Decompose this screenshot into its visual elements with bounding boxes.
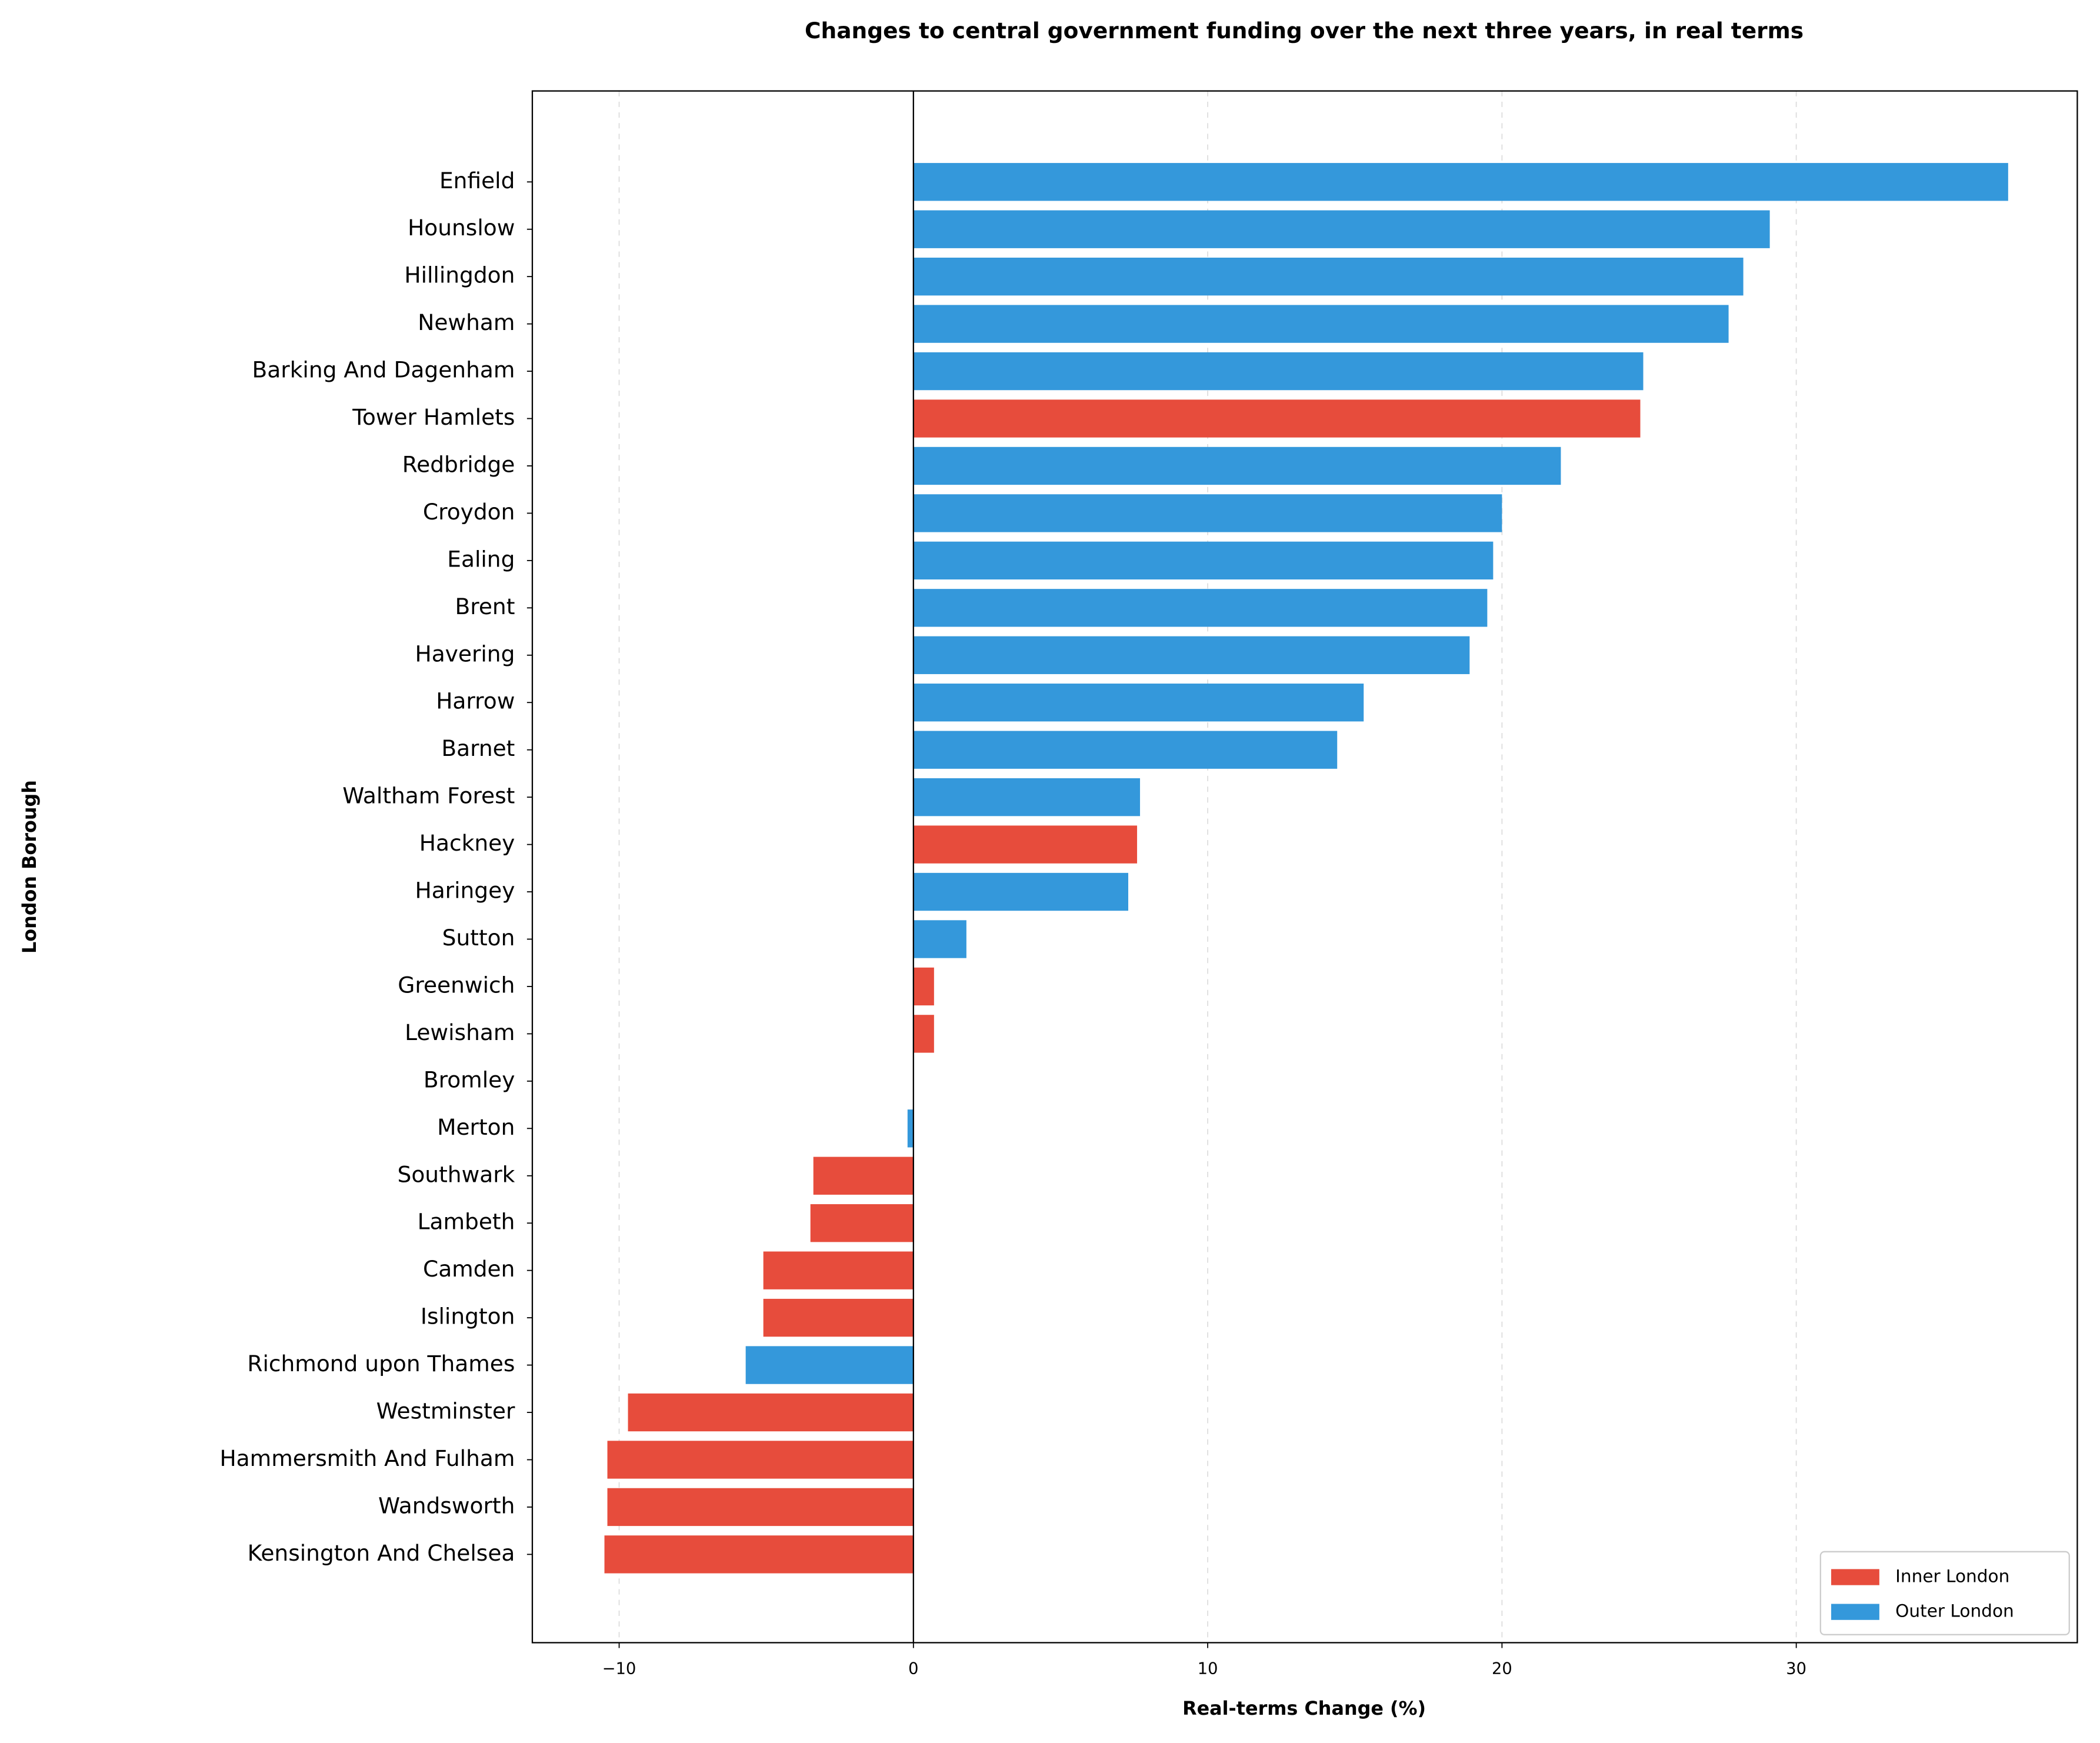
y-tick-label: Hackney (419, 830, 515, 856)
bar (913, 967, 934, 1006)
bar (745, 1346, 914, 1384)
legend-swatch (1831, 1604, 1879, 1620)
bar (913, 825, 1138, 864)
bar (763, 1251, 914, 1289)
x-tick-label: 0 (908, 1659, 918, 1678)
bar (913, 589, 1488, 627)
bar (913, 778, 1141, 816)
y-tick-label: Newham (418, 309, 515, 335)
y-tick-label: Croydon (423, 499, 515, 525)
bar (913, 684, 1364, 722)
y-tick-label: Greenwich (398, 972, 515, 998)
bar (913, 399, 1641, 438)
chart-title: Changes to central government funding ov… (805, 18, 1804, 44)
bar (913, 1015, 934, 1053)
legend-label: Outer London (1895, 1601, 2014, 1621)
y-tick-label: Camden (423, 1256, 515, 1282)
x-tick-label: 20 (1492, 1659, 1512, 1678)
y-tick-label: Sutton (442, 925, 515, 951)
y-tick-label: Richmond upon Thames (247, 1351, 515, 1377)
bar (628, 1393, 914, 1432)
y-tick-label: Lambeth (418, 1209, 515, 1235)
y-tick-label: Waltham Forest (342, 783, 515, 809)
y-tick-label: Hounslow (408, 215, 515, 241)
bar (607, 1441, 914, 1479)
bar (913, 257, 1744, 296)
y-tick-label: Kensington And Chelsea (248, 1540, 515, 1566)
x-tick-label: −10 (602, 1659, 636, 1678)
y-tick-label: Harrow (436, 688, 515, 714)
bar (913, 920, 966, 958)
bar (604, 1535, 914, 1574)
bar (913, 731, 1338, 769)
bar (913, 541, 1494, 580)
bar (810, 1204, 914, 1242)
bar (913, 352, 1644, 391)
y-tick-label: Tower Hamlets (352, 404, 515, 430)
y-tick-label: Haringey (415, 878, 515, 904)
y-tick-label: Lewisham (405, 1019, 515, 1045)
bar (607, 1488, 914, 1527)
y-tick-label: Havering (415, 641, 515, 666)
x-axis-label: Real-terms Change (%) (1182, 1697, 1426, 1719)
bar (913, 636, 1470, 674)
bar (913, 163, 2008, 201)
y-axis-label: London Borough (18, 780, 41, 954)
bar (763, 1298, 914, 1337)
bar (813, 1157, 914, 1195)
legend-swatch (1831, 1569, 1879, 1585)
y-tick-label: Enfield (439, 168, 515, 194)
legend-label: Inner London (1895, 1567, 2009, 1587)
y-tick-label: Hillingdon (404, 262, 515, 288)
y-tick-label: Barnet (441, 735, 515, 761)
x-tick-label: 10 (1198, 1659, 1218, 1678)
y-tick-label: Islington (421, 1304, 515, 1329)
bar (913, 446, 1561, 485)
y-tick-label: Ealing (447, 546, 515, 572)
plot-frame (531, 90, 2078, 1644)
x-tick-label: 30 (1786, 1659, 1806, 1678)
y-tick-label: Redbridge (402, 451, 515, 477)
bar (913, 872, 1129, 911)
y-tick-label: Wandsworth (378, 1492, 515, 1518)
y-tick-label: Hammersmith And Fulham (219, 1445, 515, 1471)
bar (913, 210, 1770, 248)
legend-box (1819, 1551, 2070, 1635)
bar (907, 1109, 914, 1148)
y-tick-label: Merton (437, 1114, 515, 1140)
bar (913, 305, 1729, 343)
y-tick-label: Westminster (376, 1398, 515, 1424)
y-tick-label: Southwark (398, 1161, 515, 1187)
y-tick-label: Bromley (424, 1067, 515, 1092)
y-tick-label: Barking And Dagenham (252, 357, 515, 383)
y-tick-label: Brent (455, 594, 515, 619)
bar (913, 494, 1502, 532)
